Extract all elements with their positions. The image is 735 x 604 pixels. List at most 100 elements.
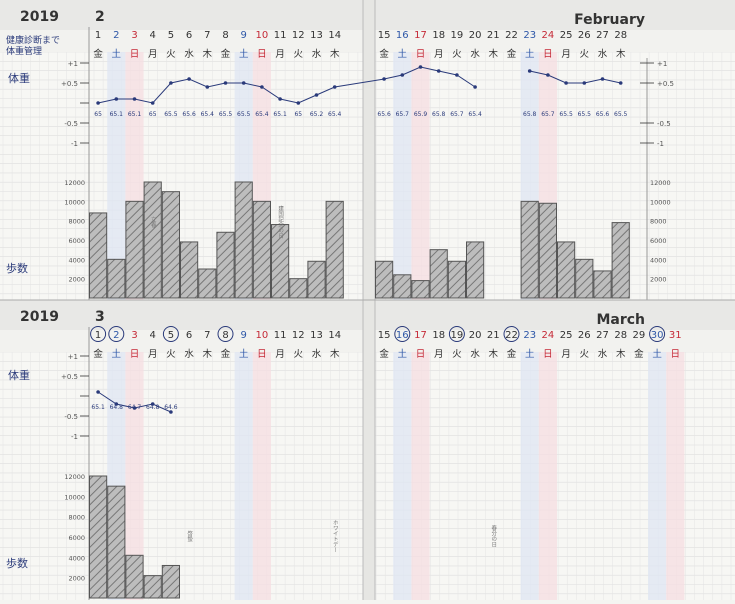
weekday-label: 金 <box>634 348 644 360</box>
weekday-label: 土 <box>239 348 249 360</box>
day-number: 19 <box>451 30 464 41</box>
weekday-label: 日 <box>130 349 140 360</box>
day-number: 16 <box>396 330 409 341</box>
day-number: 26 <box>578 330 591 341</box>
weight-point <box>400 73 405 77</box>
weekday-label: 日 <box>257 49 267 60</box>
month-name: March <box>596 312 645 328</box>
weight-value-label: 65.9 <box>414 111 428 118</box>
day-number: 17 <box>414 330 427 341</box>
steps-bar <box>325 200 344 299</box>
day-number: 6 <box>186 330 192 341</box>
weight-point <box>260 85 264 89</box>
weight-point <box>436 69 441 73</box>
weight-value-label: 64.8 <box>146 404 160 411</box>
weight-value-label: 65.5 <box>219 111 233 118</box>
steps-bar <box>143 181 162 299</box>
weight-point <box>241 81 246 85</box>
day-number: 15 <box>378 330 391 341</box>
sunday-band <box>411 352 430 600</box>
day-number: 20 <box>469 330 482 341</box>
steps-bar <box>611 222 630 299</box>
day-number: 2 <box>113 330 119 341</box>
day-number: 18 <box>432 330 445 341</box>
weekday-label: 日 <box>257 349 267 360</box>
weight-point <box>132 97 137 101</box>
weight-point <box>382 77 386 81</box>
weekday-label: 月 <box>148 49 158 60</box>
steps-label: 歩数 <box>6 556 28 570</box>
steps-bar <box>289 278 308 299</box>
steps-bar <box>107 485 126 599</box>
weekday-label: 金 <box>93 348 103 360</box>
weight-point <box>132 406 137 410</box>
day-number: 6 <box>186 30 192 41</box>
steps-tick-label: 12000 <box>64 179 85 187</box>
day-number: 9 <box>241 330 247 341</box>
day-number: 27 <box>596 30 609 41</box>
weekday-label: 火 <box>294 349 304 360</box>
day-number: 9 <box>241 30 247 41</box>
circled-day-mark <box>217 326 234 342</box>
weight-point <box>169 81 173 85</box>
holiday-label: 建国記念の日 <box>277 204 284 240</box>
weekday-label: 土 <box>112 48 122 60</box>
day-number: 14 <box>328 30 341 41</box>
weekday-label: 木 <box>616 348 626 360</box>
weight-value-label: 65.8 <box>523 111 537 118</box>
weekday-label: 水 <box>598 48 608 60</box>
day-number: 22 <box>505 30 518 41</box>
circled-day-mark <box>90 326 107 342</box>
weight-point <box>96 101 100 105</box>
weekday-label: 土 <box>398 48 408 60</box>
saturday-band <box>648 352 667 600</box>
circled-day-mark <box>503 326 520 342</box>
weekday-label: 水 <box>312 48 322 60</box>
weekday-label: 水 <box>312 348 322 360</box>
weekday-label: 日 <box>671 349 681 360</box>
weight-value-label: 65.1 <box>273 111 287 118</box>
day-number: 7 <box>204 330 210 341</box>
weekday-label: 水 <box>470 348 480 360</box>
day-number: 12 <box>292 30 305 41</box>
day-number: 5 <box>168 330 174 341</box>
weekday-label: 日 <box>416 349 426 360</box>
day-number: 26 <box>578 30 591 41</box>
weight-point <box>618 81 623 85</box>
steps-tick-label: 4000 <box>68 554 85 562</box>
weekday-label: 火 <box>166 49 176 60</box>
steps-tick-label-right: 2000 <box>650 276 667 284</box>
weight-point <box>296 101 301 105</box>
weight-point <box>150 402 155 406</box>
steps-bar <box>447 260 466 299</box>
weight-point <box>418 65 423 69</box>
weight-tick-label-right: +0.5 <box>657 80 674 88</box>
weekday-label: 木 <box>330 48 340 60</box>
day-number: 4 <box>150 30 156 41</box>
weekday-label: 日 <box>416 49 426 60</box>
handwritten-note: 体重管理 <box>6 45 42 57</box>
day-number: 16 <box>396 30 409 41</box>
weekday-label: 火 <box>580 349 590 360</box>
weekday-label: 水 <box>184 48 194 60</box>
weight-point <box>473 85 477 89</box>
weight-point <box>546 73 550 77</box>
day-number: 12 <box>292 330 305 341</box>
steps-tick-label: 8000 <box>68 218 85 226</box>
weekday-label: 金 <box>507 48 517 60</box>
circled-day-mark <box>394 326 411 342</box>
steps-tick-label-right: 4000 <box>650 256 667 264</box>
weight-point <box>187 77 191 81</box>
day-number: 21 <box>487 330 500 341</box>
day-number: 2 <box>113 30 119 41</box>
saturday-band <box>393 352 412 600</box>
weight-tick-label: -1 <box>71 140 78 148</box>
steps-label: 歩数 <box>6 261 28 275</box>
weight-value-label: 65.7 <box>396 111 410 118</box>
weight-value-label: 65.1 <box>110 111 124 118</box>
weight-value-label: 65.4 <box>201 111 215 118</box>
steps-bar <box>307 260 326 299</box>
steps-bar <box>198 268 217 299</box>
weight-tick-label: +0.5 <box>61 80 78 88</box>
